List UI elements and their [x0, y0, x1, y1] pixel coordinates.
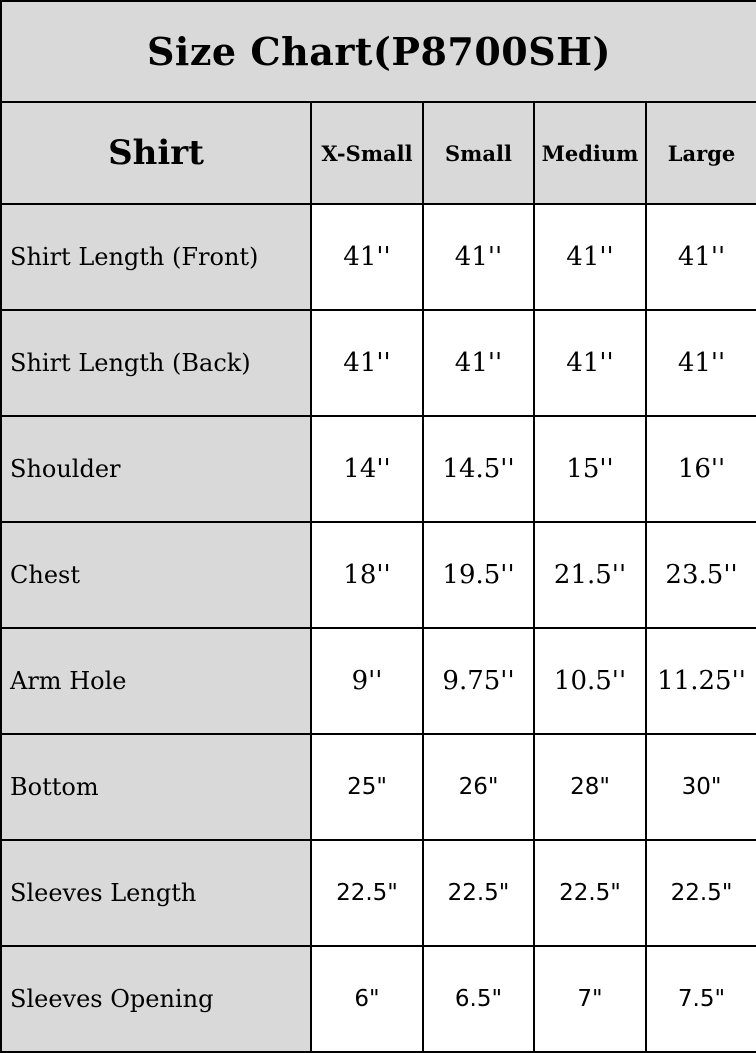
value-cell: 41'' [533, 309, 647, 417]
size-header-row: Shirt X-Small Small Medium Large [0, 101, 756, 205]
column-header-small: Small [422, 101, 535, 205]
value-cell: 22.5" [422, 839, 535, 947]
value-cell: 7" [533, 945, 647, 1053]
value-cell: 28" [533, 733, 647, 841]
corner-header-shirt: Shirt [0, 101, 312, 205]
value-cell: 10.5'' [533, 627, 647, 735]
value-cell: 6.5" [422, 945, 535, 1053]
value-cell: 41'' [644, 203, 756, 311]
value-cell: 41'' [422, 309, 535, 417]
value-cell: 41'' [422, 203, 535, 311]
value-cell: 41'' [310, 309, 424, 417]
table-row: Bottom 25" 26" 28" 30" [0, 733, 756, 841]
row-label: Shirt Length (Front) [0, 203, 312, 311]
value-cell: 7.5" [644, 945, 756, 1053]
value-cell: 18'' [310, 521, 424, 629]
row-label: Sleeves Opening [0, 945, 312, 1053]
table-row: Arm Hole 9'' 9.75'' 10.5'' 11.25'' [0, 627, 756, 735]
value-cell: 15'' [533, 415, 647, 523]
value-cell: 16'' [644, 415, 756, 523]
value-cell: 11.25'' [644, 627, 756, 735]
value-cell: 41'' [533, 203, 647, 311]
value-cell: 23.5'' [644, 521, 756, 629]
table-row: Shirt Length (Front) 41'' 41'' 41'' 41'' [0, 203, 756, 311]
table-row: Chest 18'' 19.5'' 21.5'' 23.5'' [0, 521, 756, 629]
chart-title: Size Chart(P8700SH) [0, 0, 756, 103]
row-label: Shirt Length (Back) [0, 309, 312, 417]
column-header-x-small: X-Small [310, 101, 424, 205]
row-label: Arm Hole [0, 627, 312, 735]
table-row: Shoulder 14'' 14.5'' 15'' 16'' [0, 415, 756, 523]
title-row: Size Chart(P8700SH) [0, 0, 756, 103]
value-cell: 25" [310, 733, 424, 841]
value-cell: 14.5'' [422, 415, 535, 523]
value-cell: 22.5" [644, 839, 756, 947]
table-row: Shirt Length (Back) 41'' 41'' 41'' 41'' [0, 309, 756, 417]
value-cell: 22.5" [310, 839, 424, 947]
row-label: Sleeves Length [0, 839, 312, 947]
table-row: Sleeves Opening 6" 6.5" 7" 7.5" [0, 945, 756, 1053]
column-header-large: Large [644, 101, 756, 205]
value-cell: 9'' [310, 627, 424, 735]
row-label: Chest [0, 521, 312, 629]
value-cell: 41'' [644, 309, 756, 417]
value-cell: 22.5" [533, 839, 647, 947]
value-cell: 30" [644, 733, 756, 841]
row-label: Bottom [0, 733, 312, 841]
value-cell: 26" [422, 733, 535, 841]
size-table-body: Shirt Length (Front) 41'' 41'' 41'' 41'' Shir… [0, 203, 756, 1053]
value-cell: 14'' [310, 415, 424, 523]
row-label: Shoulder [0, 415, 312, 523]
value-cell: 21.5'' [533, 521, 647, 629]
table-row: Sleeves Length 22.5" 22.5" 22.5" 22.5" [0, 839, 756, 947]
value-cell: 6" [310, 945, 424, 1053]
size-chart-head: Size Chart(P8700SH) Shirt X-Small Small Me… [0, 0, 756, 205]
value-cell: 9.75'' [422, 627, 535, 735]
value-cell: 41'' [310, 203, 424, 311]
value-cell: 19.5'' [422, 521, 535, 629]
column-header-medium: Medium [533, 101, 647, 205]
